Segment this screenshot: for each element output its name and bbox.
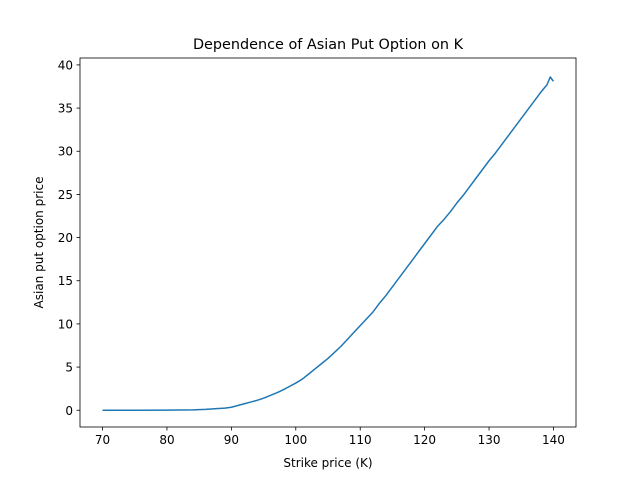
x-tick-label: 110 [349,433,372,447]
y-tick-label: 25 [58,188,73,202]
y-tick-label: 0 [65,404,73,418]
x-tick-label: 70 [95,433,110,447]
y-tick-label: 40 [58,58,73,72]
y-tick-label: 35 [58,102,73,116]
x-tick-label: 130 [478,433,501,447]
x-tick-label: 120 [413,433,436,447]
y-tick-label: 15 [58,274,73,288]
chart-title: Dependence of Asian Put Option on K [193,37,464,53]
x-tick-label: 80 [159,433,174,447]
x-tick-label: 140 [542,433,565,447]
y-axis-label: Asian put option price [32,177,46,309]
x-tick-label: 90 [224,433,239,447]
series-line-0 [102,76,555,411]
x-axis-label: Strike price (K) [283,456,372,470]
y-tick-label: 30 [58,145,73,159]
plot-area [102,76,555,411]
y-tick-label: 5 [65,361,73,375]
axes-frame [79,57,577,428]
y-tick-label: 10 [58,317,73,331]
x-tick-label: 100 [284,433,307,447]
axis-ticks: 70 80 90 100 110 120 130 140 0 5 10 15 20 25 30 35 40 [58,58,565,447]
y-tick-label: 20 [58,231,73,245]
